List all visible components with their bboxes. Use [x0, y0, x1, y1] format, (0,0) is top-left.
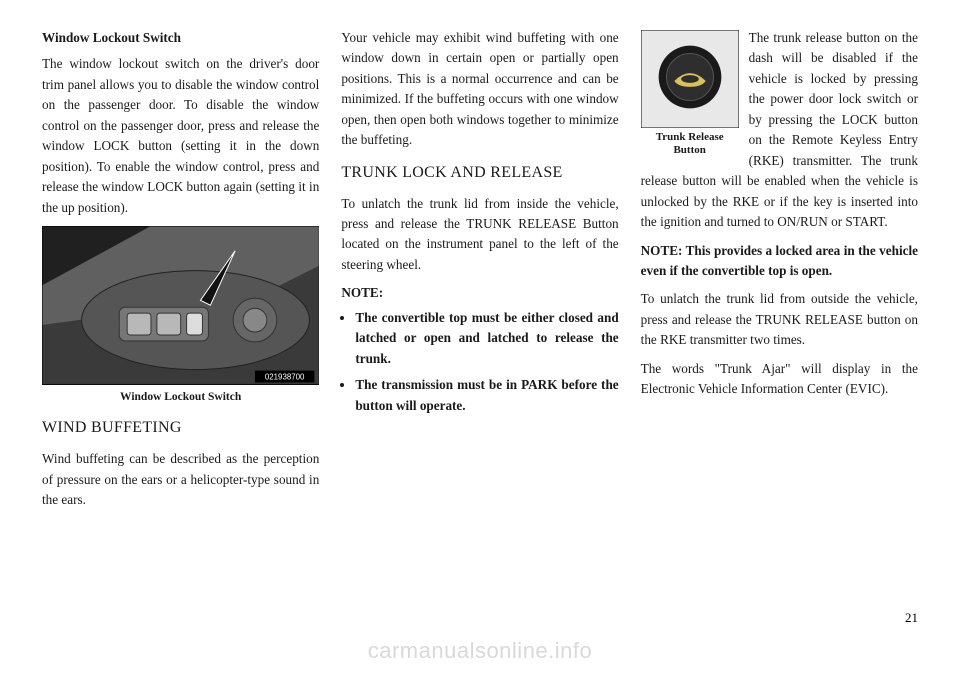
window-lockout-svg: 021938700 [42, 226, 319, 384]
trunk-release-svg [641, 30, 739, 128]
section-title-window-lockout: Window Lockout Switch [42, 28, 319, 48]
window-lockout-body: The window lockout switch on the driver'… [42, 54, 319, 218]
figure-trunk-release: Trunk Release Button [641, 30, 739, 157]
figure-caption-trunk-release: Trunk Release Button [641, 131, 739, 157]
wind-buffeting-body2: Your vehicle may exhibit wind buffeting … [341, 28, 618, 151]
wind-buffeting-body1: Wind buffeting can be described as the p… [42, 449, 319, 510]
trunk-body4: The words "Trunk Ajar" will display in t… [641, 359, 918, 400]
svg-text:021938700: 021938700 [265, 373, 305, 382]
page-number: 21 [905, 610, 918, 626]
figure-caption-window-lockout: Window Lockout Switch [42, 389, 319, 407]
section-title-trunk: TRUNK LOCK AND RELEASE [341, 161, 618, 186]
section-title-wind-buffeting: WIND BUFFETING [42, 416, 319, 441]
watermark-text: carmanualsonline.info [368, 638, 593, 664]
trunk-note-1: The convertible top must be either close… [355, 308, 618, 369]
trunk-note2: NOTE: This provides a locked area in the… [641, 241, 918, 282]
trunk-note-2: The transmission must be in PARK before … [355, 375, 618, 416]
figure-window-lockout: 021938700 Window Lockout Switch [42, 226, 319, 406]
trunk-notes-list: The convertible top must be either close… [341, 308, 618, 416]
trunk-body3: To unlatch the trunk lid from outside th… [641, 289, 918, 350]
note-label: NOTE: [341, 283, 618, 303]
trunk-body1: To unlatch the trunk lid from inside the… [341, 194, 618, 276]
